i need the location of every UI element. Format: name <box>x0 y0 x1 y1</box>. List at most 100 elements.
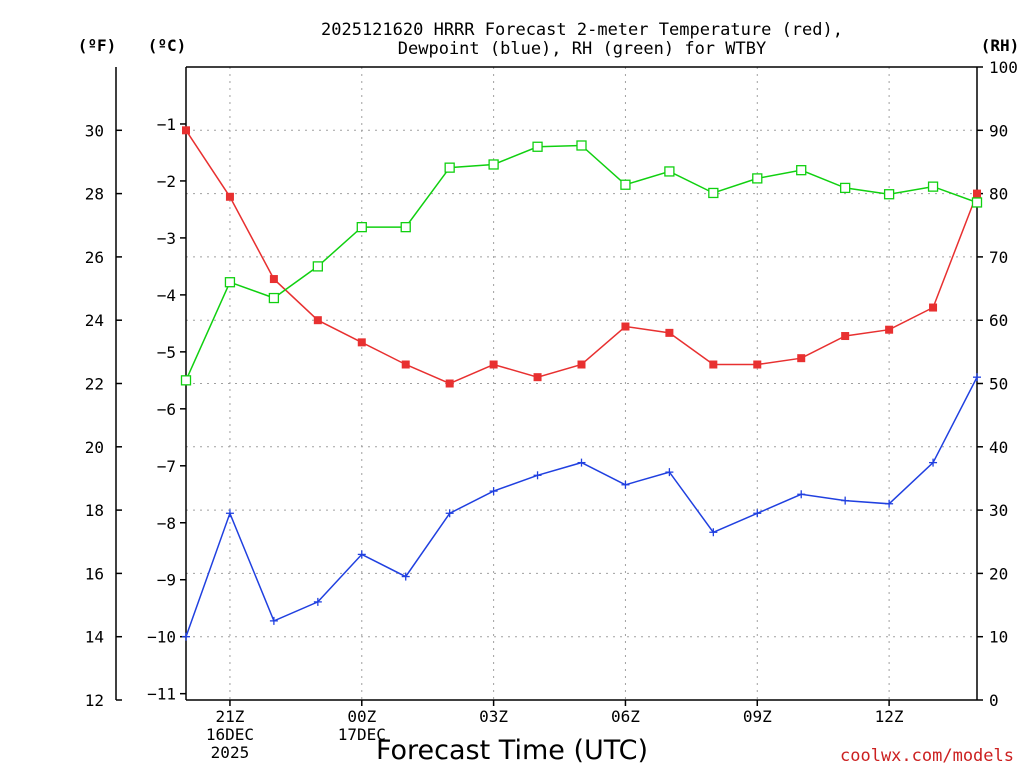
x-tick-label: 06Z <box>611 707 640 726</box>
dewpoint-point <box>797 490 806 499</box>
rh-point <box>927 181 939 192</box>
fahrenheit-tick-label: 30 <box>85 121 104 140</box>
temperature-point <box>665 328 674 337</box>
celsius-tick-label: −9 <box>157 571 176 590</box>
dewpoint-point <box>401 572 410 581</box>
temperature-point <box>753 360 762 369</box>
temperature-point <box>445 379 454 388</box>
rh-tick-label: 0 <box>989 691 999 710</box>
credit-label: coolwx.com/models <box>840 746 1014 766</box>
dewpoint-point <box>973 373 981 382</box>
fahrenheit-tick-label: 12 <box>85 691 104 710</box>
celsius-tick-label: −6 <box>157 400 176 419</box>
fahrenheit-tick-label: 28 <box>85 185 104 204</box>
dewpoint-point <box>225 509 234 518</box>
rh-point <box>532 141 543 152</box>
chart-title: 2025121620 HRRR Forecast 2-meter Tempera… <box>321 20 843 40</box>
rh-point <box>752 173 763 184</box>
temperature-point <box>885 325 894 334</box>
rh-tick-label: 50 <box>989 375 1008 394</box>
rh-line <box>185 144 978 381</box>
temperature-point <box>225 192 234 201</box>
rh-point <box>883 189 895 200</box>
x-tick-label: 16DEC <box>206 725 254 744</box>
rh-tick-label: 100 <box>989 58 1018 77</box>
rh-point <box>180 375 192 386</box>
rh-tick-label: 10 <box>989 628 1008 647</box>
celsius-tick-label: −4 <box>157 286 176 305</box>
dewpoint-point <box>577 458 586 467</box>
axes <box>115 66 978 701</box>
rh-point <box>664 166 675 177</box>
celsius-tick-label: −10 <box>147 628 176 647</box>
celsius-tick-label: −2 <box>157 172 176 191</box>
celsius-tick-label: −11 <box>147 685 176 704</box>
series-rh <box>180 140 983 386</box>
dewpoint-point <box>665 468 674 477</box>
temperature-point <box>621 322 630 331</box>
dewpoint-point <box>489 487 498 496</box>
celsius-tick-label: −3 <box>157 229 176 248</box>
data-series <box>180 126 983 641</box>
temperature-point <box>489 360 498 369</box>
series-dewpoint <box>182 373 981 641</box>
dewpoint-point <box>445 509 454 518</box>
dewpoint-line <box>185 376 978 637</box>
fahrenheit-tick-label: 18 <box>85 501 104 520</box>
celsius-tick-label: −8 <box>157 514 176 533</box>
x-tick-label: 2025 <box>211 743 250 762</box>
series-temperature <box>182 126 981 388</box>
fahrenheit-tick-label: 20 <box>85 438 104 457</box>
rh-point <box>796 165 807 176</box>
temperature-point <box>533 373 542 382</box>
fahrenheit-tick-label: 24 <box>85 311 104 330</box>
rh-point <box>224 277 236 288</box>
x-tick-label: 21Z <box>215 707 244 726</box>
rh-point <box>576 140 587 151</box>
fahrenheit-tick-label: 14 <box>85 628 104 647</box>
temperature-point <box>929 303 938 312</box>
x-axis-label: Forecast Time (UTC) <box>376 735 648 766</box>
temperature-point <box>973 189 981 198</box>
temperature-point <box>401 360 410 369</box>
rh-tick-label: 60 <box>989 311 1008 330</box>
celsius-tick-label: −5 <box>157 343 176 362</box>
dewpoint-point <box>269 616 278 625</box>
dewpoint-point <box>709 528 718 537</box>
fahrenheit-unit-label: (ºF) <box>78 36 117 55</box>
temperature-point <box>269 275 278 284</box>
fahrenheit-tick-label: 22 <box>85 375 104 394</box>
x-tick-label: 17DEC <box>338 725 386 744</box>
celsius-unit-label: (ºC) <box>148 36 187 55</box>
rh-point <box>708 187 719 199</box>
rh-tick-label: 40 <box>989 438 1008 457</box>
dewpoint-point <box>621 480 630 489</box>
temperature-point <box>577 360 586 369</box>
rh-point <box>488 159 499 170</box>
dewpoint-point <box>182 632 190 641</box>
x-tick-label: 12Z <box>875 707 904 726</box>
rh-point <box>356 221 367 233</box>
rh-point <box>444 162 455 173</box>
temperature-point <box>841 332 850 341</box>
rh-point <box>312 261 323 272</box>
fahrenheit-tick-label: 26 <box>85 248 104 267</box>
rh-point <box>400 221 411 233</box>
dewpoint-point <box>753 509 762 518</box>
dewpoint-point <box>929 458 938 467</box>
celsius-tick-label: −7 <box>157 457 176 476</box>
rh-point <box>620 179 631 190</box>
dewpoint-point <box>313 597 322 606</box>
rh-tick-label: 80 <box>989 185 1008 204</box>
temperature-point <box>182 126 190 135</box>
chart-subtitle: Dewpoint (blue), RH (green) for WTBY <box>398 39 766 59</box>
rh-unit-label: (RH) <box>981 36 1020 55</box>
x-tick-label: 00Z <box>347 707 376 726</box>
x-tick-label: 09Z <box>743 707 772 726</box>
tick-labels: 12 14 16 18 20 22 24 26 28 30 −1 −2 −3 −4 −5 −6 −7 −8 −9 −1… <box>85 58 1018 762</box>
fahrenheit-tick-label: 16 <box>85 564 104 583</box>
dewpoint-point <box>841 496 850 505</box>
rh-point <box>971 197 983 208</box>
